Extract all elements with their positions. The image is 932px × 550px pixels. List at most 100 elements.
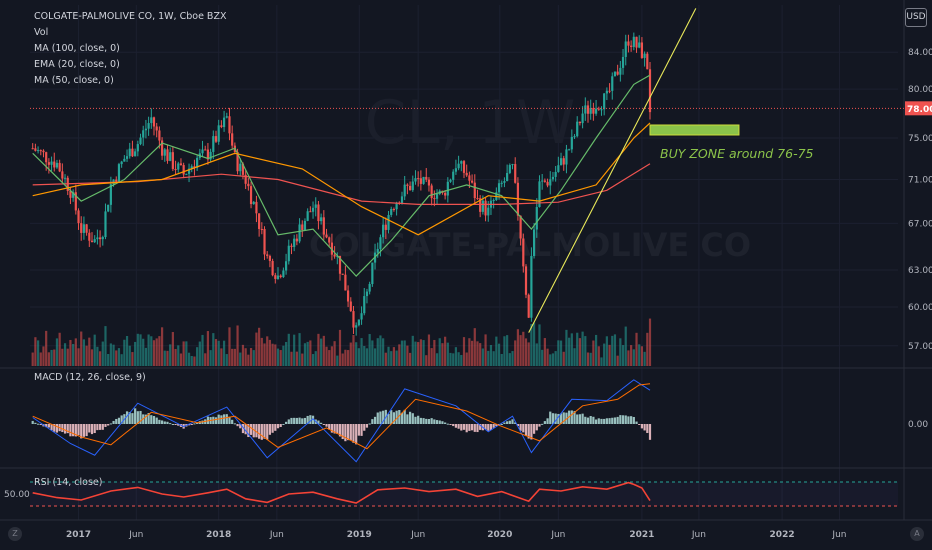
macd-histogram-bar: [573, 411, 576, 424]
macd-histogram-bar: [268, 424, 272, 435]
volume-bar: [222, 340, 226, 366]
volume-bar: [611, 335, 614, 366]
volume-bar: [411, 335, 414, 366]
volume-bar: [452, 353, 455, 366]
macd-histogram-bar: [90, 424, 94, 435]
macd-histogram-bar: [50, 424, 53, 431]
macd-histogram-bar: [363, 424, 366, 431]
volume-bar: [295, 351, 298, 366]
volume-bar: [473, 328, 476, 366]
legend-ema20[interactable]: EMA (20, close, 0): [34, 59, 120, 70]
legend-title[interactable]: COLGATE-PALMOLIVE CO, 1W, Cboe BZX: [34, 11, 227, 22]
auto-scale-button[interactable]: A: [910, 527, 924, 541]
volume-bar: [357, 348, 360, 366]
macd-histogram-bar: [147, 413, 150, 424]
macd-histogram-bar: [476, 424, 479, 433]
rsi-line: [32, 481, 651, 504]
candle-body: [511, 164, 514, 166]
candle-body: [487, 207, 490, 216]
legend-ma50[interactable]: MA (50, close, 0): [34, 75, 114, 86]
volume-bar: [244, 348, 247, 366]
candle-body: [142, 130, 145, 138]
volume-bar: [481, 348, 484, 366]
candle-body: [298, 224, 301, 242]
candle-body: [93, 239, 96, 243]
volume-bar: [96, 346, 99, 366]
candle-body: [417, 178, 420, 180]
volume-bar: [371, 340, 374, 366]
candle-body: [284, 261, 288, 271]
volume-bar: [236, 325, 239, 366]
volume-bar: [131, 352, 134, 366]
macd-histogram-bar: [430, 418, 433, 424]
macd-histogram-bar: [66, 424, 69, 434]
macd-histogram-bar: [112, 420, 115, 424]
macd-title[interactable]: MACD (12, 26, close, 9): [34, 372, 146, 383]
price-tick-label: 57.00: [908, 342, 932, 352]
legend-vol[interactable]: Vol: [34, 27, 49, 38]
volume-bar: [139, 334, 142, 366]
candle-body: [403, 184, 406, 197]
volume-bar: [632, 349, 635, 366]
macd-histogram-bar: [115, 418, 118, 424]
candle-body: [368, 284, 371, 292]
macd-histogram-bar: [311, 415, 315, 424]
volume-bar: [293, 334, 296, 366]
macd-pane: [31, 379, 652, 463]
macd-line: [32, 379, 651, 463]
candle-body: [568, 149, 571, 151]
candle-body: [382, 224, 385, 238]
candle-body: [557, 165, 560, 172]
volume-bar: [61, 348, 64, 366]
candle-body: [597, 108, 600, 110]
currency-button[interactable]: USD: [905, 8, 927, 27]
volume-bar: [543, 338, 546, 366]
macd-histogram-bar: [484, 424, 487, 430]
candle-body: [508, 165, 511, 173]
macd-histogram-bar: [325, 424, 328, 427]
log-scale-button[interactable]: Z: [8, 527, 22, 541]
volume-bars: [31, 318, 652, 366]
candle-body: [549, 179, 552, 186]
candle-body: [333, 254, 336, 257]
time-tick-label: 2021: [629, 530, 654, 540]
macd-histogram-bar: [36, 423, 40, 425]
volume-bar: [303, 343, 307, 366]
grid-layer: [0, 0, 932, 521]
candle-body: [50, 161, 53, 165]
candle-body: [206, 149, 210, 160]
macd-histogram-bar: [206, 416, 210, 424]
volume-bar: [422, 340, 425, 366]
macd-histogram-bar: [293, 417, 296, 424]
volume-bar: [90, 349, 94, 366]
volume-bar: [349, 342, 352, 366]
candle-body: [236, 152, 239, 172]
candle-body: [63, 177, 67, 179]
macd-histogram-bar: [506, 421, 509, 424]
macd-histogram-bar: [231, 419, 234, 424]
volume-bar: [559, 340, 563, 366]
macd-histogram-bar: [120, 415, 123, 424]
candle-body: [408, 185, 412, 191]
macd-histogram-bar: [438, 420, 441, 424]
volume-bar: [427, 334, 431, 366]
volume-bar: [268, 339, 272, 366]
candle-body: [271, 260, 274, 276]
macd-zero-label: 0.00: [908, 420, 928, 430]
macd-histogram-bar: [503, 422, 506, 424]
macd-histogram-bar: [468, 424, 471, 431]
volume-bar: [532, 322, 536, 366]
macd-histogram-bar: [282, 424, 285, 425]
candle-body: [462, 161, 466, 173]
candle-body: [640, 42, 644, 58]
volume-bar: [179, 353, 183, 366]
volume-bar: [196, 347, 199, 366]
candle-body: [514, 164, 517, 183]
legend-ma100[interactable]: MA (100, close, 0): [34, 43, 120, 54]
candle-body: [212, 136, 215, 152]
rsi-title[interactable]: RSI (14, close): [34, 477, 103, 488]
candle-body: [131, 148, 134, 157]
volume-bar: [457, 352, 460, 366]
macd-histogram-bar: [263, 424, 266, 439]
candle-body: [120, 161, 123, 165]
